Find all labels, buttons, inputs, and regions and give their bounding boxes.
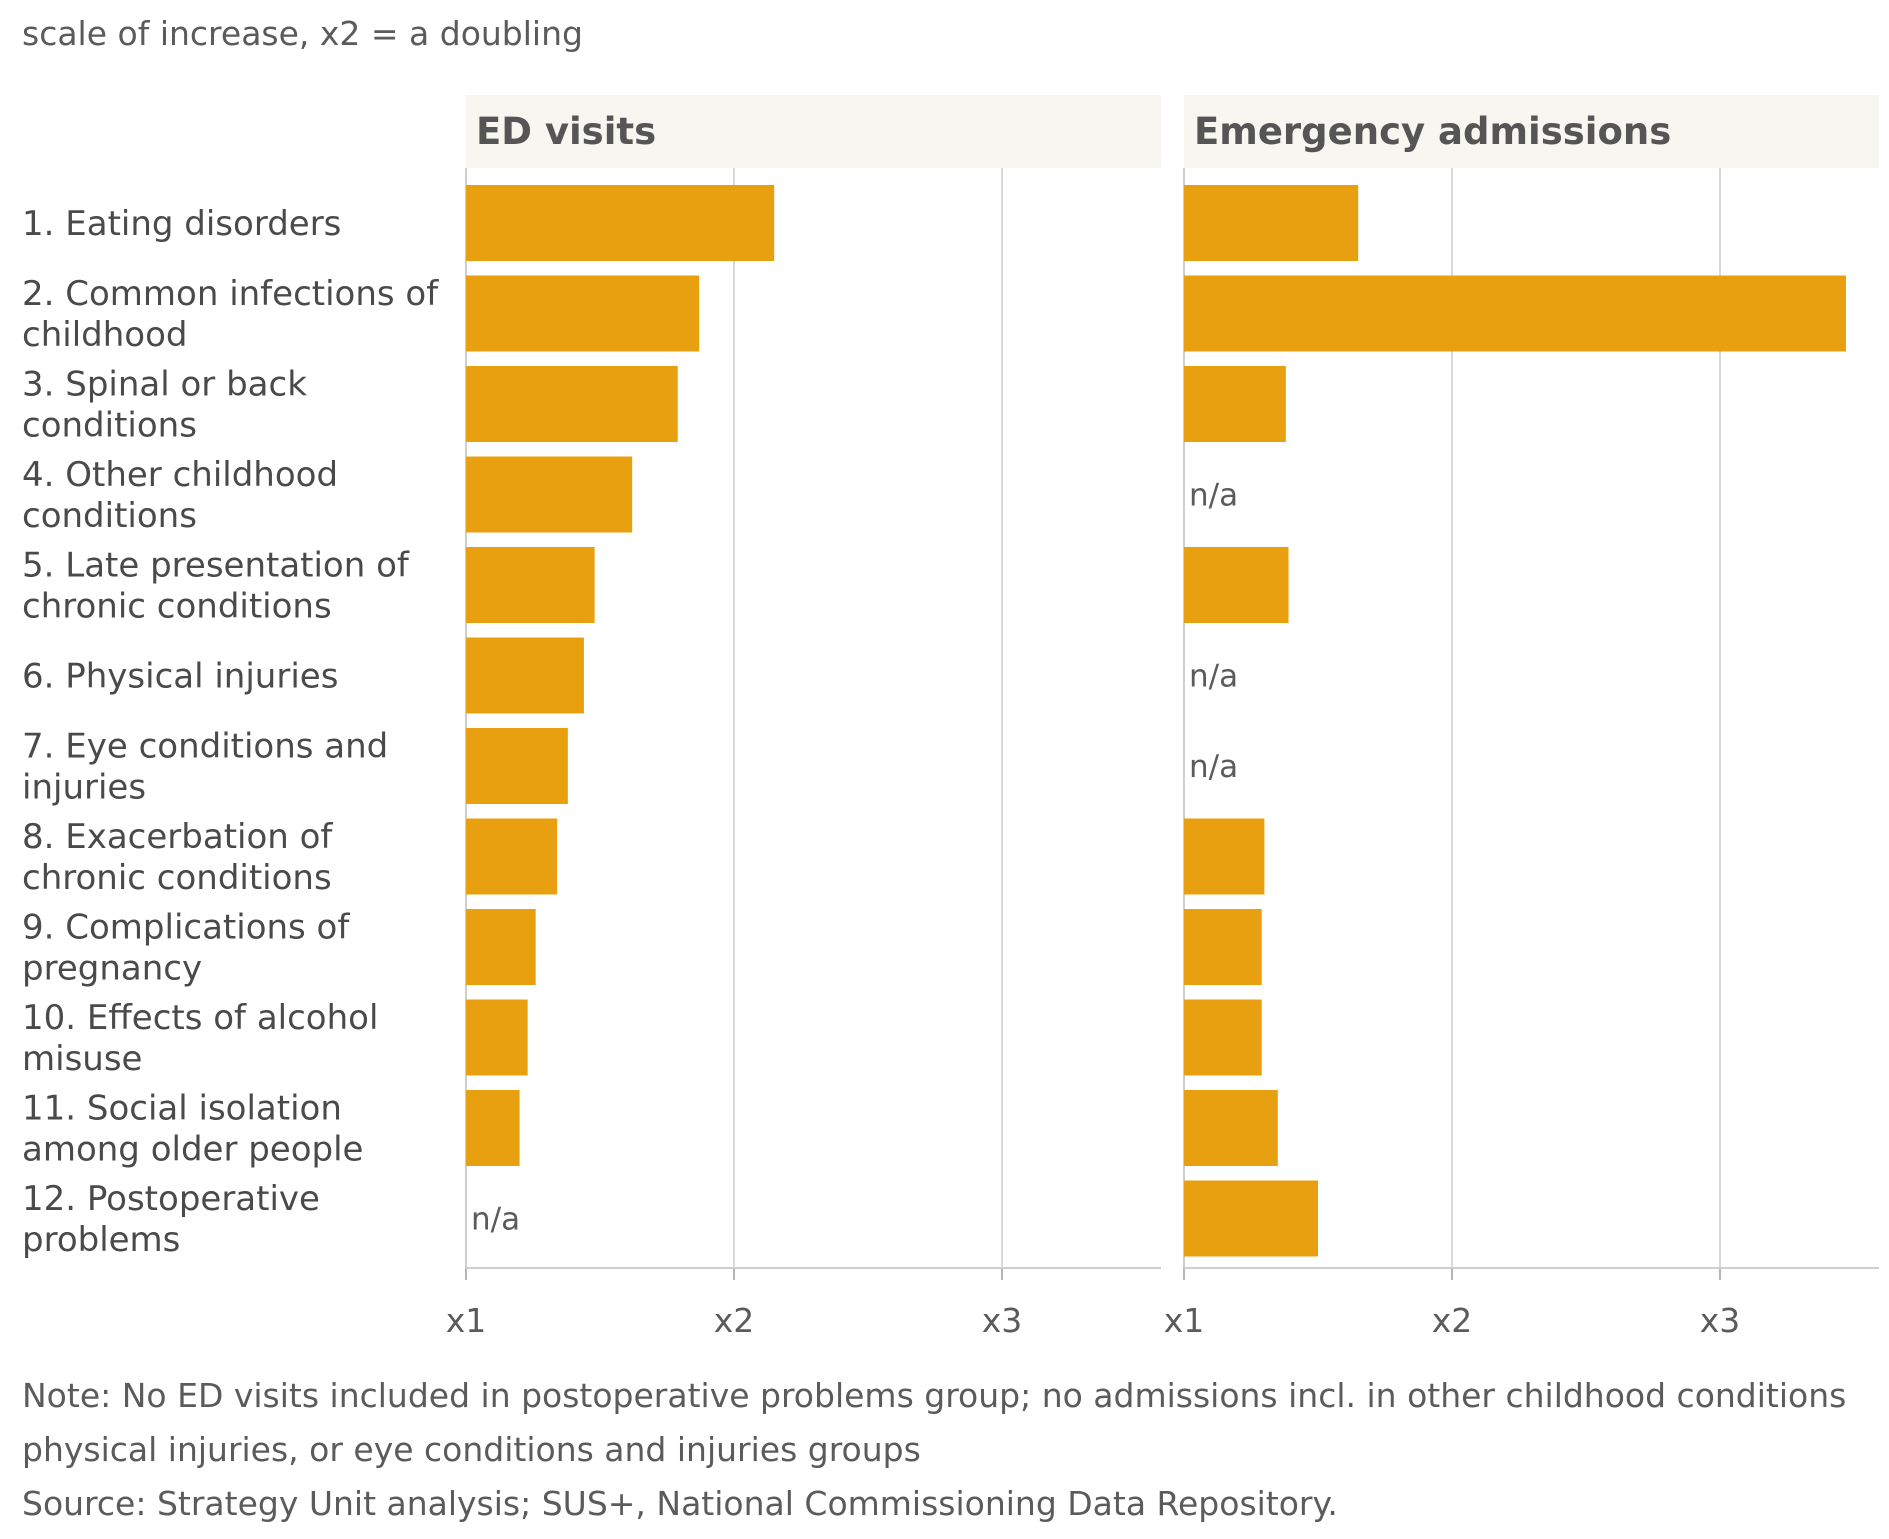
bar (1184, 275, 1846, 352)
chart-source: Source: Strategy Unit analysis; SUS+, Na… (22, 1484, 1338, 1523)
category-label-line: chronic conditions (22, 587, 332, 627)
x-tick-label: x3 (1700, 1301, 1741, 1340)
bar (466, 275, 700, 352)
category-label: 8. Exacerbation of chronic conditions (22, 817, 333, 898)
category-label-line: 12. Postoperative (22, 1179, 320, 1219)
x-tick-label: x1 (1164, 1301, 1205, 1340)
chart-note-line-2: physical injuries, or eye conditions and… (22, 1430, 921, 1469)
bar (466, 909, 536, 985)
bar (466, 999, 528, 1076)
bar (1184, 366, 1286, 442)
na-label: n/a (1189, 749, 1238, 785)
category-label: 9. Complications of pregnancy (22, 908, 350, 989)
panel-header-background (466, 95, 1161, 168)
category-label-line: misuse (22, 1039, 142, 1079)
panel-header-title: ED visits (476, 110, 656, 153)
category-label: 12. Postoperative problems (22, 1179, 320, 1260)
panel-ed-visits: ED visits x1 x2 x3 n/a (446, 95, 1161, 1340)
category-label-line: 9. Complications of (22, 908, 350, 948)
category-label-line: 5. Late presentation of (22, 546, 410, 586)
category-label-line: 11. Social isolation (22, 1089, 342, 1129)
panel-header-background (1184, 95, 1879, 168)
na-label: n/a (471, 1202, 520, 1238)
category-label-line: pregnancy (22, 949, 202, 989)
bar (466, 456, 633, 533)
category-label: 7. Eye conditions and injuries (22, 727, 388, 808)
category-label-line: 8. Exacerbation of (22, 817, 333, 857)
chart-subtitle: scale of increase, x2 = a doubling (22, 14, 583, 53)
category-label-line: chronic conditions (22, 858, 332, 898)
category-label-line: among older people (22, 1130, 363, 1170)
bar (1184, 818, 1265, 895)
category-label-line: 3. Spinal or back (22, 365, 307, 405)
bar (1184, 547, 1289, 623)
panel-emergency-admissions: Emergency admissions x1 x2 x3 n/a n/a n/a (1164, 95, 1879, 1340)
category-label-line: childhood (22, 315, 187, 355)
x-tick-label: x2 (1432, 1301, 1473, 1340)
category-labels: 1. Eating disorders 2. Common infections … (22, 204, 439, 1260)
x-tick-label: x3 (982, 1301, 1023, 1340)
category-label: 2. Common infections of childhood (22, 274, 439, 355)
bar (466, 818, 558, 895)
bar (466, 1090, 520, 1166)
bar (1184, 185, 1359, 261)
bar (466, 185, 775, 261)
category-label: 4. Other childhood conditions (22, 455, 338, 536)
bar (466, 547, 595, 623)
category-label-line: 6. Physical injuries (22, 657, 338, 697)
category-label: 11. Social isolation among older people (22, 1089, 363, 1170)
category-label-line: injuries (22, 768, 146, 808)
category-label-line: 1. Eating disorders (22, 204, 341, 244)
bar (1184, 909, 1262, 985)
x-tick-label: x2 (714, 1301, 755, 1340)
category-label-line: 2. Common infections of (22, 274, 439, 314)
bar (466, 366, 678, 442)
x-tick-label: x1 (446, 1301, 487, 1340)
bar (1184, 1180, 1318, 1257)
category-label-line: problems (22, 1220, 180, 1260)
category-label: 5. Late presentation of chronic condition… (22, 546, 410, 627)
category-label-line: 10. Effects of alcohol (22, 998, 378, 1038)
category-label-line: conditions (22, 496, 197, 536)
bar (466, 637, 584, 714)
category-label-line: 7. Eye conditions and (22, 727, 388, 767)
na-label: n/a (1189, 478, 1238, 514)
bar (1184, 999, 1262, 1076)
na-label: n/a (1189, 659, 1238, 695)
category-label: 6. Physical injuries (22, 657, 338, 697)
chart-note-line-1: Note: No ED visits included in postopera… (22, 1376, 1846, 1415)
bar (466, 728, 568, 804)
bar (1184, 1090, 1278, 1166)
category-label: 1. Eating disorders (22, 204, 341, 244)
category-label: 10. Effects of alcohol misuse (22, 998, 378, 1079)
category-label: 3. Spinal or back conditions (22, 365, 307, 446)
panel-header-title: Emergency admissions (1194, 110, 1671, 153)
category-label-line: 4. Other childhood (22, 455, 338, 495)
chart-panels: ED visits x1 x2 x3 n/a Emergency admissions x1… (446, 95, 1879, 1340)
category-label-line: conditions (22, 406, 197, 446)
